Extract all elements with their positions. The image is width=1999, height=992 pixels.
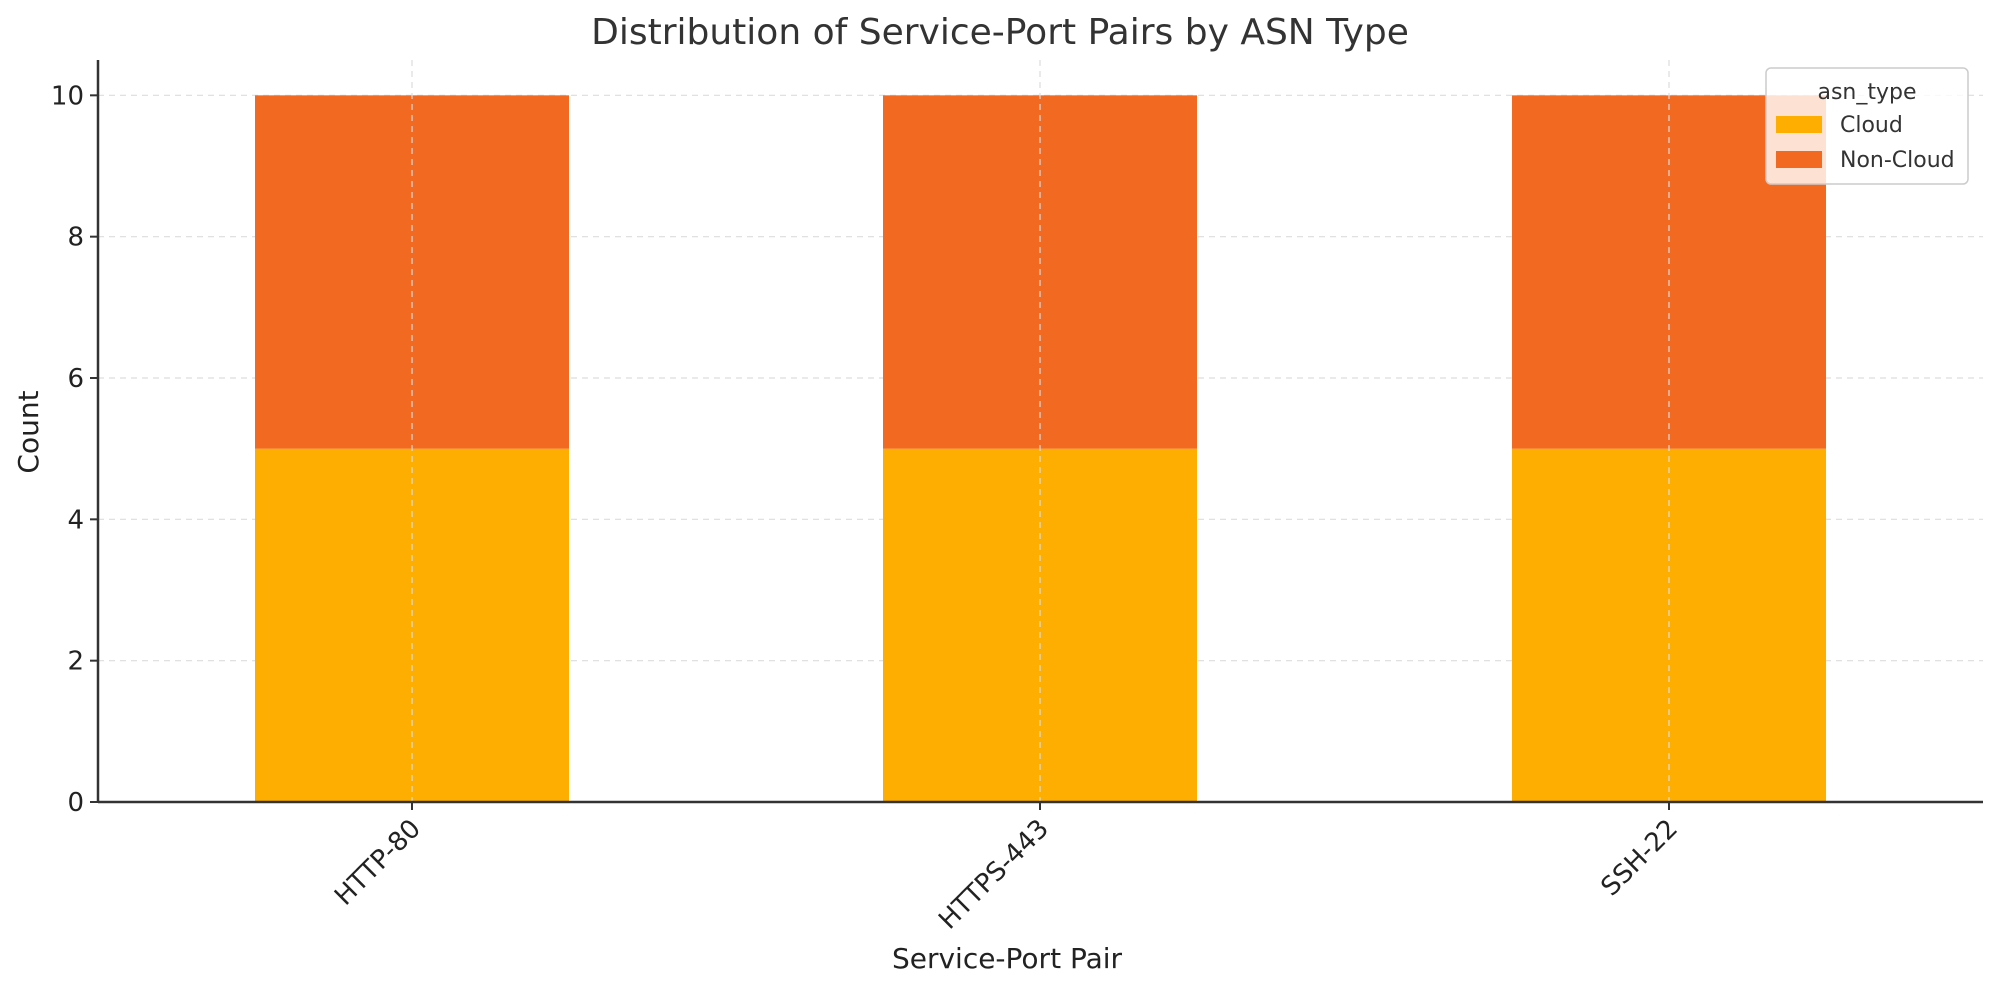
- legend: asn_type Cloud Non-Cloud: [1766, 68, 1968, 184]
- legend-swatch-cloud: [1776, 116, 1822, 133]
- y-tick-label: 4: [67, 505, 84, 535]
- x-axis-label: Service-Port Pair: [892, 942, 1123, 975]
- y-axis-label: Count: [12, 390, 45, 473]
- x-tick-label: SSH-22: [1596, 814, 1684, 902]
- legend-label-cloud: Cloud: [1840, 113, 1903, 138]
- x-tick-label: HTTPS-443: [933, 814, 1055, 936]
- y-tick-label: 6: [67, 364, 84, 394]
- y-tick-label: 0: [67, 788, 84, 818]
- chart-title: Distribution of Service-Port Pairs by AS…: [591, 12, 1409, 53]
- legend-swatch-non-cloud: [1776, 151, 1822, 168]
- legend-label-non-cloud: Non-Cloud: [1840, 148, 1955, 173]
- x-tick-label: HTTP-80: [329, 814, 427, 912]
- legend-title: asn_type: [1817, 80, 1916, 105]
- y-tick-label: 8: [67, 223, 84, 253]
- y-tick-label: 10: [51, 81, 84, 111]
- y-tick-label: 2: [67, 647, 84, 677]
